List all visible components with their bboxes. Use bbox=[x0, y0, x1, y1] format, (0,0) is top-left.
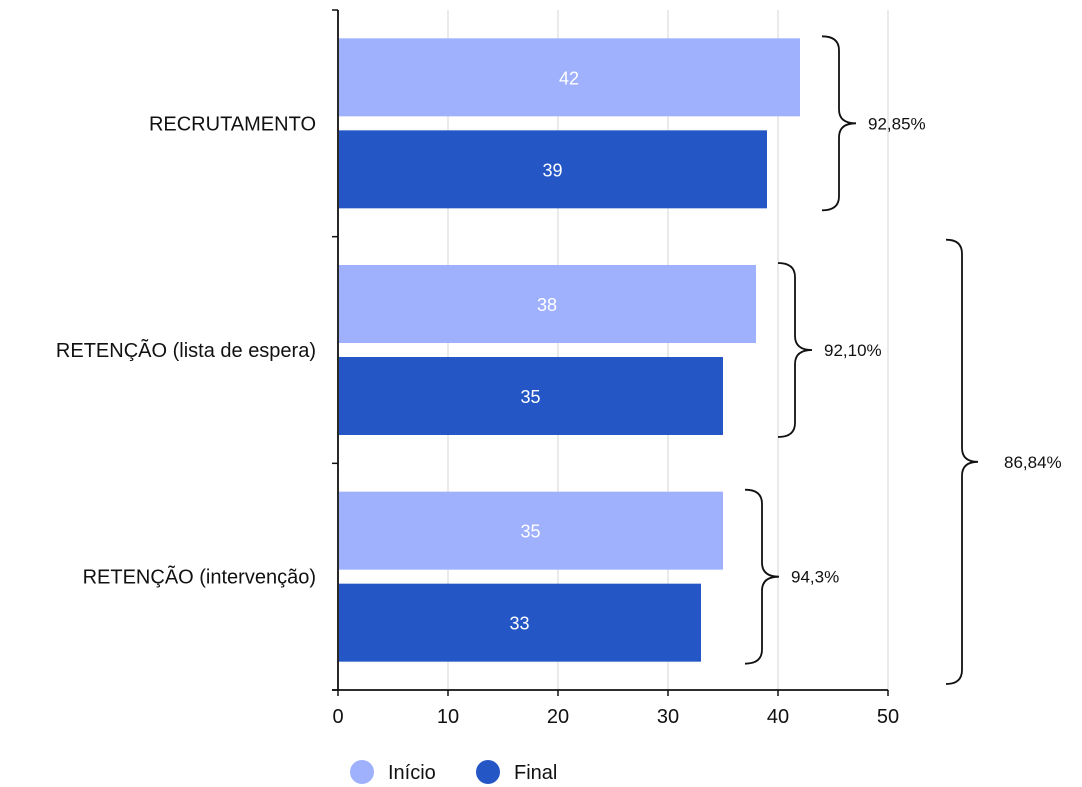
annotation-label: 94,3% bbox=[791, 568, 839, 587]
bar-value-label: 33 bbox=[509, 614, 529, 634]
annotation-label: 92,85% bbox=[868, 114, 926, 133]
bar-value-label: 38 bbox=[537, 295, 557, 315]
legend-label: Final bbox=[514, 762, 557, 784]
x-tick-label: 10 bbox=[437, 706, 459, 728]
bar-value-label: 42 bbox=[559, 68, 579, 88]
legend-swatch-inicio bbox=[350, 760, 374, 784]
category-label: RECRUTAMENTO bbox=[149, 113, 316, 135]
category-label: RETENÇÃO (intervenção) bbox=[83, 565, 316, 589]
brace-annotation bbox=[777, 262, 813, 438]
bar-inicio bbox=[339, 491, 723, 570]
bar-value-label: 39 bbox=[542, 160, 562, 180]
x-tick-label: 0 bbox=[332, 706, 343, 728]
annotation-label: 86,84% bbox=[1004, 453, 1062, 472]
x-tick-label: 20 bbox=[547, 706, 569, 728]
brace-annotation bbox=[821, 35, 857, 212]
bar-final bbox=[339, 130, 767, 209]
bar-value-label: 35 bbox=[520, 387, 540, 407]
bar-final bbox=[339, 357, 723, 435]
legend-swatch-final bbox=[476, 760, 500, 784]
legend-label: Início bbox=[388, 762, 436, 784]
bar-inicio bbox=[339, 38, 800, 117]
annotations: 92,85% 92,10% 94,3% 86,84% bbox=[744, 35, 1062, 685]
axes: 0 10 20 30 40 50 RECRUTAMENTO RETENÇÃO (lista d… bbox=[56, 9, 899, 728]
x-tick-label: 30 bbox=[657, 706, 679, 728]
category-label: RETENÇÃO (lista de espera) bbox=[56, 338, 316, 362]
x-tick-label: 40 bbox=[767, 706, 789, 728]
bars: 42 39 38 35 35 33 bbox=[339, 38, 800, 662]
brace-annotation bbox=[945, 238, 979, 685]
bar-final bbox=[339, 583, 701, 662]
x-tick-label: 50 bbox=[877, 706, 899, 728]
legend: Início Final bbox=[350, 760, 557, 784]
bar-value-label: 35 bbox=[520, 522, 540, 542]
annotation-label: 92,10% bbox=[824, 341, 882, 360]
bar-inicio bbox=[339, 265, 756, 343]
brace-annotation bbox=[744, 488, 780, 665]
